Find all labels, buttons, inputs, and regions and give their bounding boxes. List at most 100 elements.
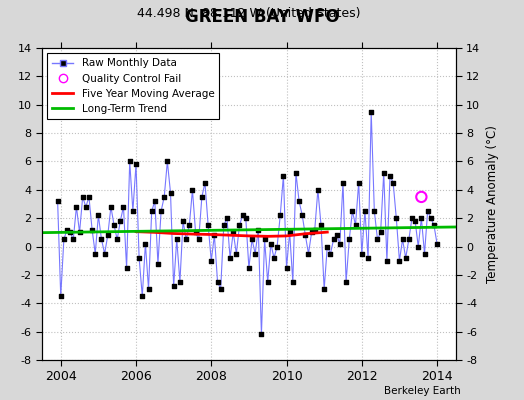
Point	[97, 236, 106, 243]
Y-axis label: Temperature Anomaly (°C): Temperature Anomaly (°C)	[486, 125, 499, 283]
Point	[235, 222, 244, 228]
Point	[91, 250, 100, 257]
Point	[295, 198, 303, 204]
Point	[282, 265, 291, 271]
Point	[141, 240, 149, 247]
Point	[330, 236, 338, 243]
Point	[242, 215, 250, 221]
Point	[229, 229, 237, 236]
Point	[267, 240, 275, 247]
Point	[210, 232, 219, 238]
Point	[179, 218, 187, 224]
Point	[398, 236, 407, 243]
Point	[213, 279, 222, 285]
Point	[223, 215, 231, 221]
Point	[194, 236, 203, 243]
Point	[339, 180, 347, 186]
Point	[248, 236, 256, 243]
Point	[72, 204, 81, 210]
Point	[176, 279, 184, 285]
Point	[357, 250, 366, 257]
Point	[376, 229, 385, 236]
Point	[289, 279, 297, 285]
Point	[166, 190, 174, 196]
Legend: Raw Monthly Data, Quality Control Fail, Five Year Moving Average, Long-Term Tren: Raw Monthly Data, Quality Control Fail, …	[47, 53, 220, 119]
Point	[286, 229, 294, 236]
Point	[279, 172, 288, 179]
Point	[132, 161, 140, 168]
Point	[417, 215, 425, 221]
Point	[351, 222, 359, 228]
Title: 44.498 N, 88.112 W (United States): 44.498 N, 88.112 W (United States)	[137, 8, 361, 20]
Point	[417, 194, 425, 200]
Point	[160, 194, 168, 200]
Point	[144, 286, 152, 292]
Point	[79, 194, 87, 200]
Point	[392, 215, 400, 221]
Point	[401, 255, 410, 261]
Point	[57, 293, 65, 299]
Point	[104, 232, 112, 238]
Point	[311, 226, 319, 233]
Point	[126, 158, 134, 165]
Point	[129, 208, 137, 214]
Point	[433, 240, 441, 247]
Point	[204, 222, 212, 228]
Point	[373, 236, 381, 243]
Point	[88, 226, 96, 233]
Point	[298, 212, 307, 218]
Point	[110, 222, 118, 228]
Point	[185, 222, 193, 228]
Point	[116, 218, 125, 224]
Point	[370, 208, 378, 214]
Point	[333, 232, 341, 238]
Point	[169, 283, 178, 290]
Point	[383, 258, 391, 264]
Point	[304, 250, 313, 257]
Point	[220, 222, 228, 228]
Point	[157, 208, 165, 214]
Point	[367, 109, 375, 115]
Point	[94, 212, 103, 218]
Point	[411, 218, 419, 224]
Point	[314, 187, 322, 193]
Point	[292, 170, 300, 176]
Text: Berkeley Earth: Berkeley Earth	[385, 386, 461, 396]
Point	[75, 229, 84, 236]
Point	[245, 265, 253, 271]
Point	[336, 240, 344, 247]
Point	[264, 279, 272, 285]
Point	[348, 208, 356, 214]
Point	[427, 215, 435, 221]
Point	[251, 250, 259, 257]
Point	[201, 180, 209, 186]
Point	[345, 236, 354, 243]
Point	[326, 250, 335, 257]
Point	[226, 255, 234, 261]
Point	[182, 236, 190, 243]
Point	[69, 236, 78, 243]
Point	[301, 232, 310, 238]
Point	[257, 331, 266, 338]
Point	[238, 212, 247, 218]
Point	[405, 236, 413, 243]
Point	[232, 250, 241, 257]
Point	[123, 265, 131, 271]
Point	[354, 180, 363, 186]
Point	[361, 208, 369, 214]
Point	[101, 250, 109, 257]
Point	[63, 226, 71, 233]
Point	[138, 293, 147, 299]
Point	[113, 236, 122, 243]
Point	[273, 243, 281, 250]
Text: GREEN BAY WFO: GREEN BAY WFO	[184, 8, 340, 26]
Point	[254, 226, 263, 233]
Point	[414, 243, 422, 250]
Point	[270, 255, 278, 261]
Point	[260, 236, 269, 243]
Point	[389, 180, 397, 186]
Point	[66, 229, 74, 236]
Point	[163, 158, 171, 165]
Point	[150, 198, 159, 204]
Point	[308, 229, 316, 236]
